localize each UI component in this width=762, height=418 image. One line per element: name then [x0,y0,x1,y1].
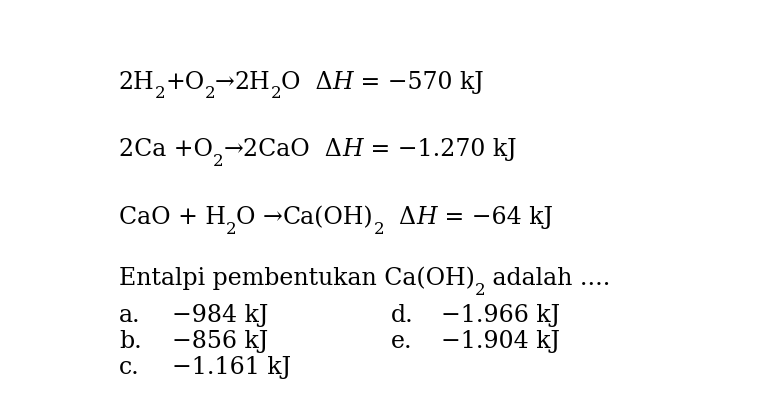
Text: H: H [332,71,353,94]
Text: 2: 2 [213,153,223,170]
Text: 2Ca +O: 2Ca +O [119,138,213,161]
Text: 2: 2 [475,282,485,299]
Text: c.: c. [119,356,139,379]
Text: O →: O → [236,206,283,229]
Text: →: → [215,71,235,94]
Text: 2: 2 [204,85,215,102]
Text: −1.904 kJ: −1.904 kJ [440,330,560,353]
Text: Δ: Δ [384,206,416,229]
Text: Ca(OH): Ca(OH) [283,206,373,229]
Text: −1.161 kJ: −1.161 kJ [172,356,291,379]
Text: O  Δ: O Δ [281,71,332,94]
Text: adalah ....: adalah .... [485,267,611,290]
Text: a.: a. [119,304,140,327]
Text: b.: b. [119,330,142,353]
Text: +O: +O [165,71,204,94]
Text: H: H [342,138,363,161]
Text: 2: 2 [226,221,236,237]
Text: →: → [223,138,243,161]
Text: e.: e. [391,330,412,353]
Text: 2H: 2H [235,71,271,94]
Text: −856 kJ: −856 kJ [172,330,268,353]
Text: 2: 2 [155,85,165,102]
Text: −984 kJ: −984 kJ [172,304,268,327]
Text: = −570 kJ: = −570 kJ [353,71,484,94]
Text: 2: 2 [271,85,281,102]
Text: = −1.270 kJ: = −1.270 kJ [363,138,516,161]
Text: −1.966 kJ: −1.966 kJ [440,304,560,327]
Text: = −64 kJ: = −64 kJ [437,206,553,229]
Text: d.: d. [391,304,413,327]
Text: Entalpi pembentukan Ca(OH): Entalpi pembentukan Ca(OH) [119,267,475,290]
Text: CaO + H: CaO + H [119,206,226,229]
Text: 2H: 2H [119,71,155,94]
Text: H: H [416,206,437,229]
Text: 2: 2 [373,221,384,237]
Text: 2CaO  Δ: 2CaO Δ [243,138,342,161]
